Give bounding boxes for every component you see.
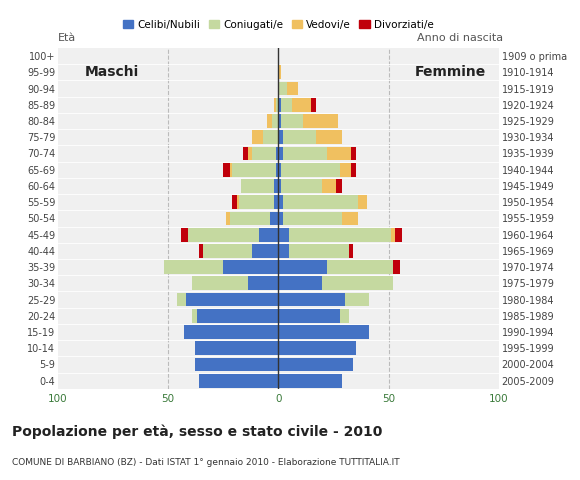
Bar (230, 212, 270, 225)
Bar (278, 212, 283, 225)
Bar (239, 195, 274, 209)
Bar (177, 293, 186, 306)
Bar (281, 98, 292, 112)
Bar (276, 163, 278, 177)
Bar (358, 195, 367, 209)
Bar (267, 114, 272, 128)
Bar (322, 179, 336, 193)
Bar (186, 293, 278, 306)
Bar (278, 244, 289, 258)
Bar (272, 114, 278, 128)
Bar (336, 179, 342, 193)
Bar (283, 131, 316, 144)
Bar (270, 212, 278, 225)
Bar (241, 179, 274, 193)
Bar (316, 131, 342, 144)
Text: COMUNE DI BARBIANO (BZ) - Dati ISTAT 1° gennaio 2010 - Elaborazione TUTTITALIA.I: COMUNE DI BARBIANO (BZ) - Dati ISTAT 1° … (12, 458, 399, 468)
Bar (248, 276, 278, 290)
Bar (274, 179, 278, 193)
Bar (278, 276, 322, 290)
Text: Maschi: Maschi (85, 65, 139, 79)
Bar (340, 309, 349, 323)
Bar (232, 163, 276, 177)
Bar (345, 293, 369, 306)
Bar (223, 260, 278, 274)
Bar (303, 114, 338, 128)
Bar (278, 228, 289, 241)
Bar (243, 146, 248, 160)
Bar (278, 98, 281, 112)
Bar (193, 309, 197, 323)
Text: Anno di nascita: Anno di nascita (417, 33, 503, 43)
Bar (204, 244, 252, 258)
Bar (164, 260, 223, 274)
Bar (278, 325, 369, 339)
Bar (195, 341, 278, 355)
Bar (274, 98, 276, 112)
Bar (199, 374, 278, 387)
Bar (223, 163, 230, 177)
Bar (395, 228, 402, 241)
Bar (276, 146, 278, 160)
Bar (278, 358, 353, 372)
Text: Femmine: Femmine (415, 65, 486, 79)
Bar (393, 260, 400, 274)
Bar (281, 114, 303, 128)
Bar (278, 195, 283, 209)
Bar (311, 98, 316, 112)
Bar (188, 228, 259, 241)
Bar (278, 114, 281, 128)
Bar (278, 309, 340, 323)
Bar (237, 195, 239, 209)
Bar (278, 374, 342, 387)
Bar (263, 131, 278, 144)
Bar (391, 228, 395, 241)
Bar (278, 82, 287, 96)
Bar (278, 163, 281, 177)
Bar (283, 212, 342, 225)
Bar (182, 228, 188, 241)
Bar (259, 228, 278, 241)
Bar (292, 98, 311, 112)
Bar (278, 146, 283, 160)
Bar (252, 244, 278, 258)
Bar (278, 179, 281, 193)
Bar (195, 358, 278, 372)
Bar (226, 212, 230, 225)
Bar (232, 195, 237, 209)
Text: Popolazione per età, sesso e stato civile - 2010: Popolazione per età, sesso e stato civil… (12, 425, 382, 439)
Bar (289, 228, 391, 241)
Legend: Celibi/Nubili, Coniugati/e, Vedovi/e, Divorziati/e: Celibi/Nubili, Coniugati/e, Vedovi/e, Di… (119, 16, 438, 34)
Bar (281, 179, 322, 193)
Bar (287, 82, 298, 96)
Bar (327, 260, 393, 274)
Bar (248, 146, 252, 160)
Bar (340, 163, 351, 177)
Bar (197, 309, 278, 323)
Bar (278, 131, 283, 144)
Bar (283, 146, 327, 160)
Bar (342, 212, 358, 225)
Bar (327, 146, 351, 160)
Bar (199, 244, 204, 258)
Text: Età: Età (58, 33, 76, 43)
Bar (276, 98, 278, 112)
Bar (278, 260, 327, 274)
Bar (252, 146, 276, 160)
Bar (351, 163, 356, 177)
Bar (230, 163, 232, 177)
Bar (278, 65, 281, 79)
Bar (283, 195, 358, 209)
Bar (252, 131, 263, 144)
Bar (281, 163, 340, 177)
Bar (349, 244, 353, 258)
Bar (184, 325, 278, 339)
Bar (289, 244, 349, 258)
Bar (351, 146, 356, 160)
Bar (322, 276, 393, 290)
Bar (278, 293, 345, 306)
Bar (274, 195, 278, 209)
Bar (278, 341, 356, 355)
Bar (193, 276, 248, 290)
